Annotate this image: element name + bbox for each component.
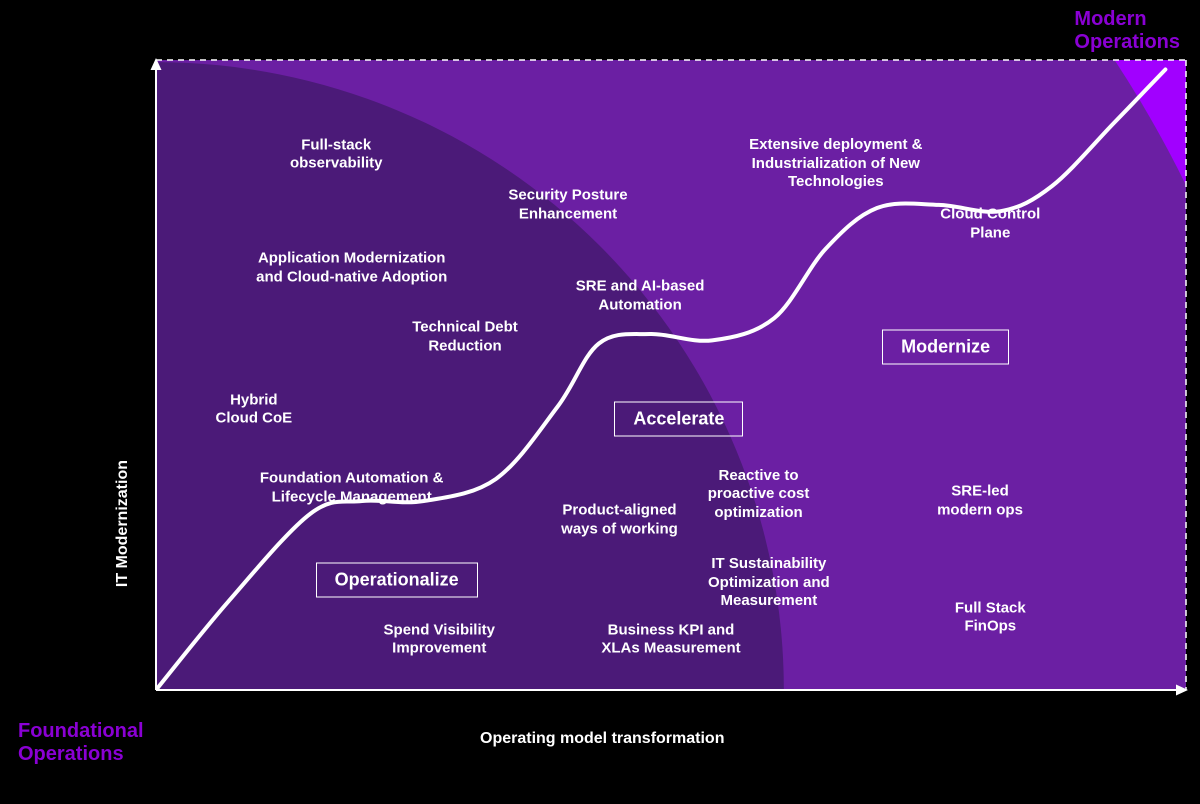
item-cloud-control-plane: Cloud Control Plane <box>940 205 1040 243</box>
item-app-modernization: Application Modernization and Cloud-nati… <box>256 249 447 287</box>
item-reactive-proactive: Reactive to proactive cost optimization <box>708 467 810 523</box>
item-spend-visibility: Spend Visibility Improvement <box>384 621 495 659</box>
overlay-layer: Operationalize Accelerate Modernize Full-st… <box>0 0 1200 804</box>
item-security-posture: Security Posture Enhancement <box>508 186 627 224</box>
item-it-sustainability: IT Sustainability Optimization and Measu… <box>708 555 830 611</box>
stage-box-operationalize: Operationalize <box>316 562 478 597</box>
item-technical-debt: Technical Debt Reduction <box>412 318 518 356</box>
item-biz-kpi-xla: Business KPI and XLAs Measurement <box>601 621 740 659</box>
item-extensive-deployment: Extensive deployment & Industrialization… <box>749 136 922 192</box>
item-hybrid-cloud-coe: Hybrid Cloud CoE <box>216 391 293 429</box>
item-full-stack-observability: Full-stack observability <box>290 136 383 174</box>
stage-box-modernize: Modernize <box>882 329 1009 364</box>
item-sre-led-ops: SRE-led modern ops <box>937 482 1023 520</box>
diagram-root: Foundational Operations Modern Operation… <box>0 0 1200 804</box>
item-full-stack-finops: Full Stack FinOps <box>955 599 1026 637</box>
item-foundation-automation: Foundation Automation & Lifecycle Manage… <box>260 470 444 508</box>
item-sre-ai-automation: SRE and AI-based Automation <box>576 278 705 316</box>
item-product-aligned: Product-aligned ways of working <box>561 501 678 539</box>
stage-box-accelerate: Accelerate <box>614 402 743 437</box>
